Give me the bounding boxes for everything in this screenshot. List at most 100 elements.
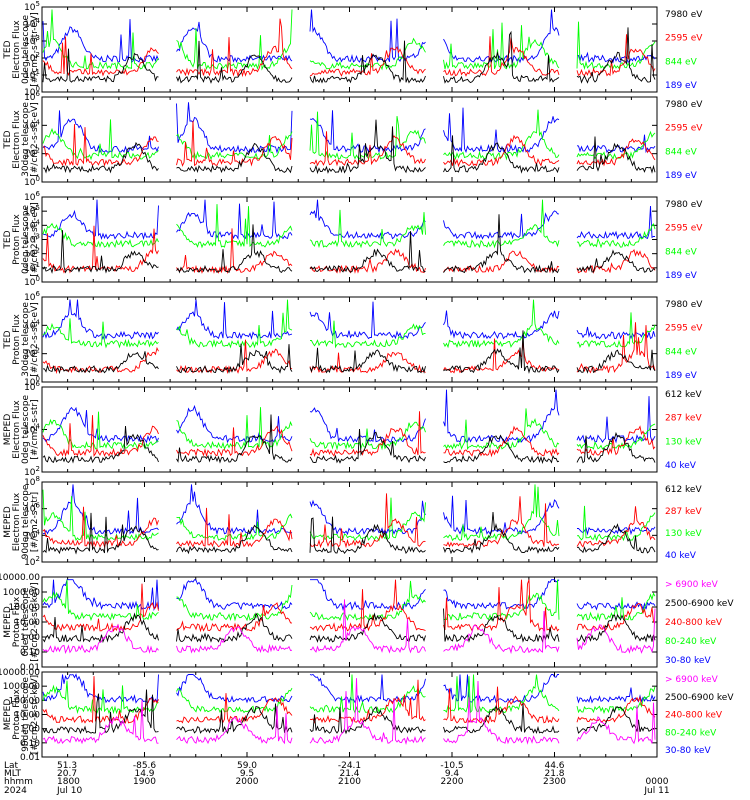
panel-meped_proton_90deg: 0.01 0.10 1.00 10.00 100.00 1000.00 10000.00 ME… (0, 668, 734, 763)
y-tick-label: 106 (24, 290, 40, 303)
y-axis-label: [#/cm2-s-str-eV] (30, 302, 40, 377)
y-axis-label: 90deg telescope (21, 484, 31, 559)
y-axis-label: TED (3, 230, 13, 249)
x-tick-label: 2100 (338, 777, 361, 787)
y-axis-label: 30deg telescope (21, 102, 31, 177)
series-trace (42, 27, 656, 84)
series-trace (42, 608, 656, 644)
legend-entry: > 6900 keV (665, 580, 719, 590)
series-trace (42, 579, 656, 633)
y-axis-label: Proton Flux (12, 214, 22, 265)
legend-entry: 612 keV (665, 390, 702, 400)
y-tick-label: 103 (24, 233, 40, 246)
legend-entry: 40 keV (665, 551, 697, 561)
series-trace (42, 299, 656, 349)
legend-entry: 2595 eV (665, 124, 703, 134)
x-tick-label: 20.7 (57, 769, 77, 779)
y-tick-label: 104 (24, 17, 40, 30)
y-tick-label: 100.00 (9, 603, 41, 613)
y-axis-label: 0deg telescope (21, 395, 31, 465)
y-tick-label: 100 (24, 175, 40, 188)
y-axis-label: [#/cm2-s-str-keV] (30, 675, 40, 754)
legend-entry: 130 keV (665, 437, 702, 447)
y-tick-label: 102 (24, 347, 40, 360)
panel-ted_electron_0deg: 100 101 102 103 104 105 TED Electron Flux 0deg t… (3, 0, 703, 98)
y-axis-label: Proton Flux (12, 596, 22, 647)
y-tick-label: 104 (24, 318, 40, 331)
y-axis-label: Electron Flux (12, 20, 22, 79)
x-tick-label: 0000 (646, 777, 669, 787)
y-tick-label: 104 (24, 218, 40, 231)
panel-meped_electron_0deg: 102 104 106 MEPED Electron Flux 0deg telescop… (3, 380, 702, 478)
y-axis-label: [#/cm2-s-str] (30, 492, 40, 552)
y-axis-label: MEPED (3, 699, 13, 731)
x-tick-label: -24.1 (338, 761, 361, 771)
legend-entry: 7980 eV (665, 300, 703, 310)
y-tick-label: 100 (24, 85, 40, 98)
x-tick-label: 2300 (543, 777, 566, 787)
y-tick-label: 100 (24, 375, 40, 388)
series-trace (42, 599, 656, 655)
y-tick-label: 100 (24, 275, 40, 288)
legend-entry: 189 eV (665, 171, 698, 181)
legend-entry: 844 eV (665, 57, 698, 67)
series-trace (42, 579, 656, 612)
y-tick-label: 105 (24, 0, 40, 13)
y-tick-label: 102 (24, 147, 40, 160)
y-axis-label: MEPED (3, 606, 13, 638)
series-trace (42, 102, 656, 154)
x-tick-label: -10.5 (440, 761, 463, 771)
y-tick-label: 106 (24, 90, 40, 103)
y-tick-label: 102 (24, 465, 40, 478)
legend-entry: 7980 eV (665, 200, 703, 210)
x-tick-label: 59.0 (237, 761, 257, 771)
legend-entry: 2595 eV (665, 224, 703, 234)
series-trace (43, 119, 656, 175)
x-tick-label: 9.4 (445, 769, 460, 779)
panel-frame (41, 576, 658, 668)
y-tick-label: 106 (24, 190, 40, 203)
y-tick-label: 104 (24, 118, 40, 131)
y-tick-label: 0.10 (20, 739, 40, 749)
legend-entry: 287 keV (665, 507, 702, 517)
y-tick-label: 104 (24, 528, 40, 541)
series-trace (42, 389, 656, 444)
x-tick-label: 44.6 (544, 761, 564, 771)
series-trace (42, 199, 656, 249)
legend-entry: 844 eV (665, 347, 698, 357)
y-tick-label: 10000.00 (0, 573, 40, 583)
y-tick-label: 102 (24, 555, 40, 568)
series-trace (42, 18, 656, 78)
y-axis-label: Electron Flux (12, 110, 22, 169)
x-tick-label: 1900 (133, 777, 156, 787)
legend-entry: 2500-6900 keV (665, 599, 734, 609)
legend-entry: 30-80 keV (665, 746, 711, 756)
panel-frame (41, 671, 658, 758)
y-tick-label: 108 (24, 475, 40, 488)
y-axis-label: [#/cm2-s-str-keV] (30, 582, 40, 661)
legend-entry: 2500-6900 keV (665, 693, 734, 703)
legend-entry: 80-240 keV (665, 637, 717, 647)
x-tick-label: 51.3 (57, 761, 77, 771)
x-tick-label: Jul 11 (643, 786, 669, 796)
y-tick-label: 10.00 (14, 618, 40, 628)
y-axis-label: Proton Flux (12, 314, 22, 365)
legend-entry: 7980 eV (665, 10, 703, 20)
y-tick-label: 101 (24, 68, 40, 81)
legend-entry: 40 keV (665, 461, 697, 471)
panel-meped_proton_0deg: 0.01 0.10 1.00 10.00 100.00 1000.00 10000.00 ME… (0, 573, 734, 673)
y-axis-label: TED (3, 330, 13, 349)
x-tick-label: 2200 (441, 777, 464, 787)
legend-entry: 80-240 keV (665, 728, 717, 738)
y-axis-label: [#/cm2-s-str] (30, 399, 40, 459)
y-axis-label: MEPED (3, 414, 13, 446)
series-trace (42, 9, 656, 71)
y-axis-label: TED (3, 130, 13, 149)
series-trace (42, 493, 656, 549)
x-row-label: 2024 (4, 786, 27, 796)
y-tick-label: 103 (24, 34, 40, 47)
y-tick-label: 1000.00 (3, 588, 40, 598)
series-trace (42, 322, 656, 375)
y-axis-label: TED (3, 40, 13, 59)
legend-entry: 189 eV (665, 371, 698, 381)
